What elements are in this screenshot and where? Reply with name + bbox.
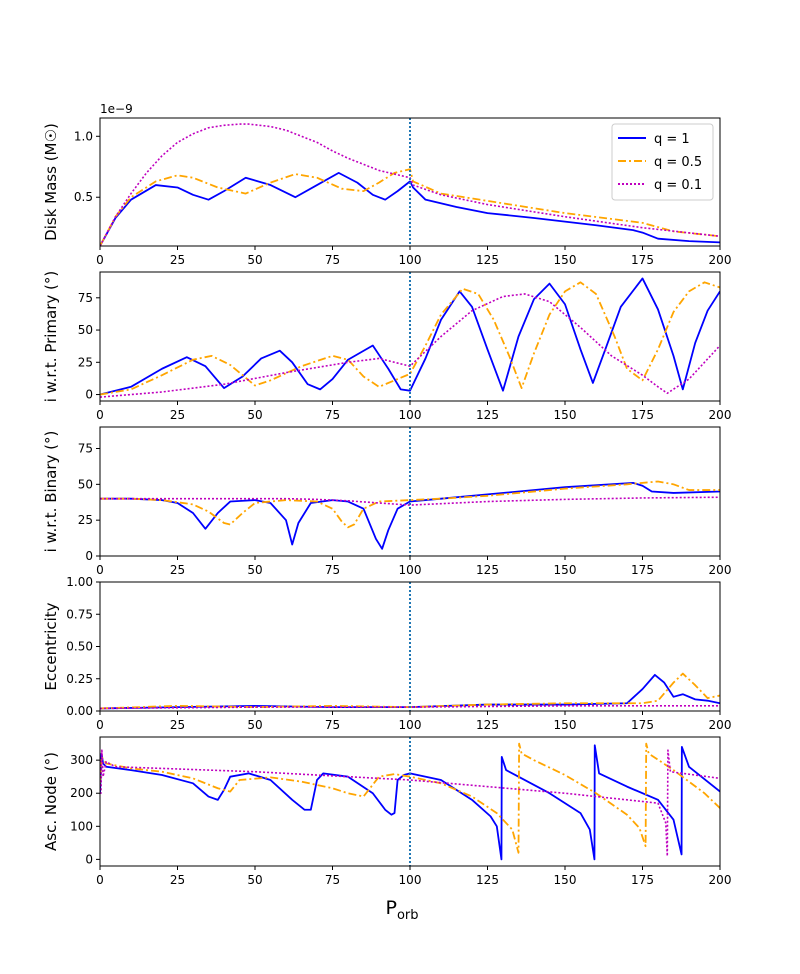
y-tick-label: 1.00 [66, 575, 93, 589]
legend-label: q = 1 [654, 132, 690, 147]
x-tick-label: 175 [631, 873, 654, 887]
x-tick-label: 75 [325, 718, 340, 732]
x-tick-label: 200 [709, 873, 732, 887]
y-tick-label: 0.25 [66, 672, 93, 686]
y-tick-label: 0.50 [66, 640, 93, 654]
legend-frame [611, 123, 714, 201]
x-tick-label: 50 [247, 873, 262, 887]
x-tick-label: 75 [325, 253, 340, 267]
x-tick-label: 100 [399, 873, 422, 887]
x-tick-label: 100 [399, 408, 422, 422]
x-tick-label: 200 [709, 408, 732, 422]
x-tick-label: 50 [247, 563, 262, 577]
y-axis-label: Disk Mass (M☉) [42, 123, 60, 241]
x-tick-label: 0 [96, 718, 104, 732]
legend-label: q = 0.1 [654, 178, 702, 193]
series-q0_5-line [100, 168, 720, 246]
x-tick-label: 25 [170, 408, 185, 422]
series-q0_1-line [100, 705, 720, 710]
series-q0_5-line [100, 480, 720, 529]
y-tick-label: 75 [78, 442, 93, 456]
x-tick-label: 125 [476, 408, 499, 422]
panel-incl-binary: 0 25 50 75 100 125 150 175 200 0 25 50 75 i w.r.t. Bi… [42, 426, 732, 577]
series-q0_5-line [100, 672, 720, 710]
x-tick-label: 25 [170, 563, 185, 577]
y-tick-label: 50 [78, 477, 93, 491]
y-tick-label: 50 [78, 323, 93, 337]
x-tick-label: 75 [325, 563, 340, 577]
x-tick-label: 100 [399, 718, 422, 732]
x-tick-label: 175 [631, 563, 654, 577]
y-axis-label: Eccentricity [42, 602, 60, 690]
panel-disk-mass: 0 25 50 75 100 125 150 175 200 0.5 1.0 Disk Mass (M… [42, 102, 731, 267]
x-tick-label: 25 [170, 253, 185, 267]
legend: q = 1 q = 0.5 q = 0.1 [611, 123, 714, 201]
y-axis-label: Asc. Node (°) [42, 752, 60, 851]
x-tick-label: 175 [631, 718, 654, 732]
y-tick-label: 0.00 [66, 704, 93, 718]
x-tick-label: 25 [170, 873, 185, 887]
y-tick-label: 0 [85, 549, 93, 563]
x-tick-label: 50 [247, 253, 262, 267]
x-tick-label: 125 [476, 873, 499, 887]
panel-asc-node: 0 25 50 75 100 125 150 175 200 0 100 200 300 Asc. Nod… [42, 736, 732, 887]
y-axis-label: i w.r.t. Primary (°) [42, 271, 60, 403]
x-tick-label: 125 [476, 718, 499, 732]
y-tick-label: 1.0 [74, 129, 93, 143]
series-q0_5-line [100, 281, 720, 396]
x-tick-label: 0 [96, 253, 104, 267]
y-axis-label: i w.r.t. Binary (°) [42, 431, 60, 553]
x-tick-label: 0 [96, 563, 104, 577]
x-axis-label: Porb [385, 897, 418, 923]
x-tick-label: 50 [247, 718, 262, 732]
x-tick-label: 150 [554, 253, 577, 267]
y-tick-label: 0 [85, 388, 93, 402]
x-tick-label: 200 [709, 718, 732, 732]
x-tick-label: 150 [554, 718, 577, 732]
x-tick-label: 200 [709, 253, 732, 267]
x-tick-label: 200 [709, 563, 732, 577]
x-tick-label: 75 [325, 408, 340, 422]
x-tick-label: 150 [554, 563, 577, 577]
x-tick-label: 50 [247, 408, 262, 422]
y-tick-label: 25 [78, 513, 93, 527]
series-q0_1-line [100, 749, 720, 857]
x-tick-label: 0 [96, 408, 104, 422]
y-tick-label: 200 [70, 786, 93, 800]
x-tick-label: 75 [325, 873, 340, 887]
series-q1-line [100, 171, 720, 246]
x-tick-label: 100 [399, 253, 422, 267]
legend-label: q = 0.5 [654, 155, 702, 170]
series-q0_1-line [100, 293, 720, 398]
x-tick-label: 25 [170, 718, 185, 732]
x-tick-label: 100 [399, 563, 422, 577]
series-q1-line [100, 744, 720, 861]
x-tick-label: 0 [96, 873, 104, 887]
y-tick-label: 25 [78, 355, 93, 369]
y-offset-text: 1e−9 [100, 102, 133, 116]
y-tick-label: 0 [85, 852, 93, 866]
y-tick-label: 75 [78, 291, 93, 305]
x-tick-label: 150 [554, 408, 577, 422]
series-q0_1-line [100, 496, 720, 506]
series-q0_1-line [100, 123, 720, 246]
x-tick-label: 150 [554, 873, 577, 887]
x-tick-label: 175 [631, 253, 654, 267]
y-tick-label: 0.75 [66, 607, 93, 621]
x-tick-label: 125 [476, 563, 499, 577]
y-tick-label: 100 [70, 819, 93, 833]
x-tick-label: 125 [476, 253, 499, 267]
series-q0_5-line [100, 742, 720, 854]
y-tick-label: 0.5 [74, 190, 93, 204]
panel-eccentricity: 0 25 50 75 100 125 150 175 200 0.00 0.25 0.50 0.75 1.… [42, 575, 731, 732]
panel-incl-primary: 0 25 50 75 100 125 150 175 200 0 25 50 75 i w.r.t. Pr… [42, 271, 731, 422]
y-tick-label: 300 [70, 753, 93, 767]
x-tick-label: 175 [631, 408, 654, 422]
series-q1-line [100, 277, 720, 396]
